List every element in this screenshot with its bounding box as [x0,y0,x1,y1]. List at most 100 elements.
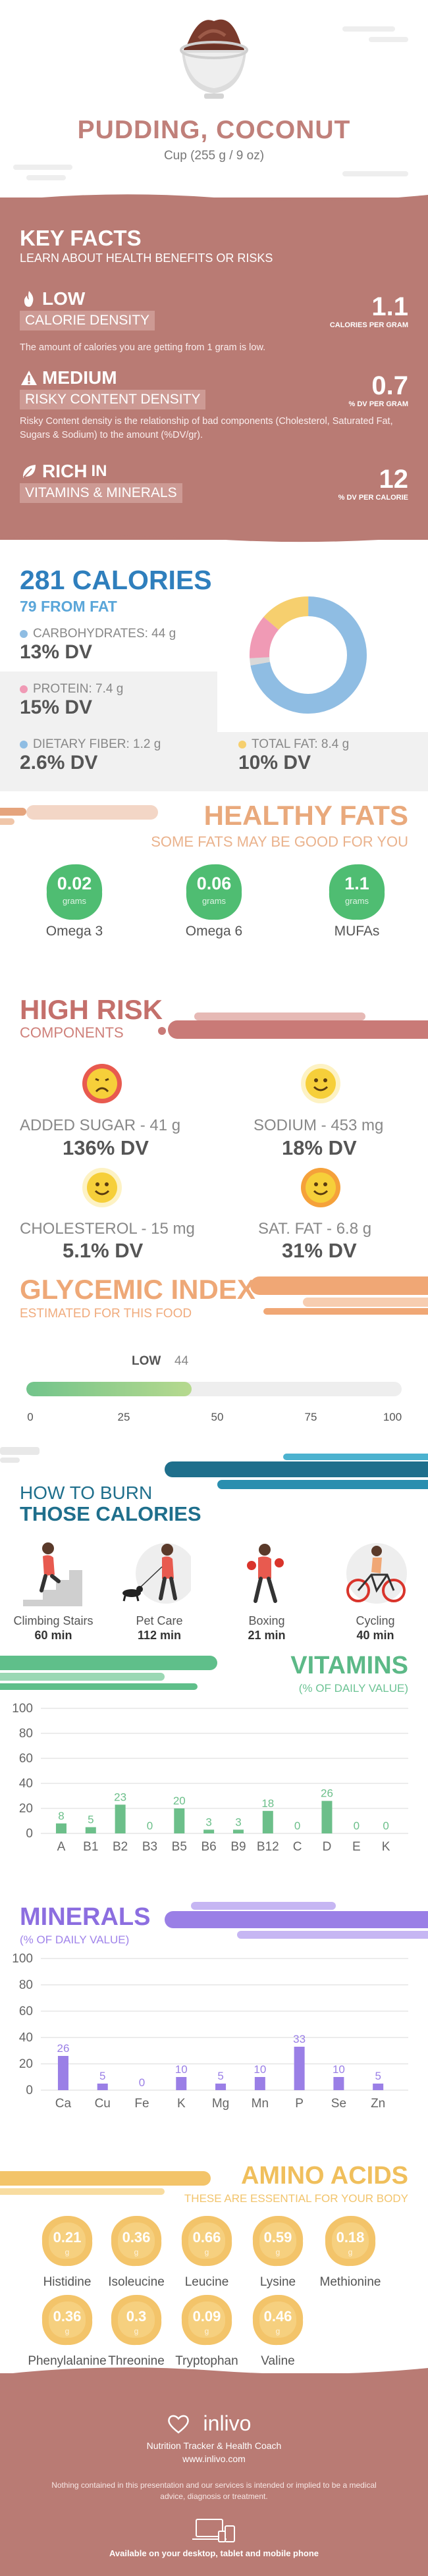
amino-name: Valine [261,2354,295,2368]
footer-available: Available on your desktop, tablet and mo… [109,2548,319,2558]
key-fact-label: VITAMINS & MINERALS [20,483,182,503]
bar-value-label: 5 [99,2070,105,2082]
glycemic-level: LOW [132,1354,161,1368]
fat-bubble [186,864,242,920]
bar-D [321,1801,333,1833]
vitamins-title: VITAMINS [290,1652,408,1679]
happy-face-icon [301,1064,340,1103]
high-risk-title: HIGH RISK [20,994,163,1025]
boxer-icon [247,1544,284,1603]
y-tick-label: 100 [12,1952,33,1966]
legend-dot [238,741,246,749]
bar-value-label: 23 [114,1791,126,1803]
footer-url[interactable]: www.inlivo.com [182,2454,246,2464]
bar-B2 [115,1804,126,1833]
amino-value: 0.18 [336,2229,365,2246]
amino-unit: g [134,2326,139,2336]
healthy-fats-subtitle: SOME FATS MAY BE GOOD FOR YOU [151,833,408,850]
x-tick-label: Fe [134,2097,149,2111]
footer-disclaimer: Nothing contained in this presentation a… [51,2481,377,2501]
amino-name: Phenylalanine [28,2354,107,2368]
footer: inlivo Nutrition Tracker & Health Coach … [0,2367,428,2576]
key-fact-description: The amount of calories you are getting f… [20,342,266,353]
nutrient-total-fat: TOTAL FAT: 8.4 g 10% DV [238,737,349,774]
x-tick-label: K [177,2097,186,2111]
amino-name: Threonine [108,2354,165,2368]
donut-slice-fat [250,596,367,714]
key-fact-description: Risky Content density is the relationshi… [20,416,393,440]
bar-Ca [57,2056,68,2090]
key-fact-level: RICH [42,461,88,481]
x-tick-label: B9 [230,1840,246,1854]
bar-Zn [373,2084,384,2090]
glycemic-bar [26,1382,402,1396]
food-title: PUDDING, COCONUT [77,116,351,144]
key-facts-subtitle: LEARN ABOUT HEALTH BENEFITS OR RISKS [20,251,273,265]
amino-title: AMINO ACIDS [240,2162,408,2190]
amino-value: 0.21 [53,2229,82,2246]
fat-value: 1.1 [344,874,369,893]
amino-name: Histidine [43,2275,92,2289]
x-tick-label: E [352,1840,361,1854]
glycemic-tick: 100 [383,1411,402,1423]
amino-value: 0.3 [126,2308,147,2325]
devices-icon [192,2519,235,2542]
x-tick-label: B3 [142,1840,157,1854]
bar-value-label: 5 [217,2070,223,2082]
burn-title-line1: HOW TO BURN [20,1483,153,1503]
bar-B5 [174,1808,185,1833]
key-fact-unit: % DV PER CALORIE [338,494,408,502]
nutrient-protein: PROTEIN: 7.4 g 15% DV [20,682,123,719]
key-fact-label: RISKY CONTENT DENSITY [20,390,206,409]
nutrient-dv: 10% DV [238,752,311,774]
fat-value: 0.02 [57,874,92,893]
x-tick-label: B12 [257,1840,279,1854]
calories-from-fat: 79 FROM FAT [20,598,117,615]
bar-value-label: 3 [205,1816,211,1828]
bar-Mn [254,2077,265,2090]
amino-subtitle: THESE ARE ESSENTIAL FOR YOUR BODY [184,2192,408,2205]
footer-tagline: Nutrition Tracker & Health Coach [146,2440,282,2451]
nutrient-label: PROTEIN: 7.4 g [33,682,124,696]
cyclist-icon [346,1543,407,1604]
x-tick-label: A [57,1840,66,1854]
fat-bubble [46,864,103,920]
glycemic-tick: 75 [304,1411,317,1423]
x-tick-label: B1 [83,1840,98,1854]
bar-value-label: 0 [354,1820,360,1832]
bar-value-label: 20 [173,1795,186,1807]
heart-logo-icon [168,2415,189,2434]
amino-bubble [179,2213,234,2269]
warning-icon [21,371,37,385]
x-tick-label: Mn [252,2097,269,2111]
amino-unit: g [65,2247,70,2257]
activity-name: Boxing [248,1614,285,1627]
bar-B12 [262,1810,273,1833]
bar-value-label: 3 [235,1816,241,1828]
key-fact-unit: CALORIES PER GRAM [329,321,408,329]
risk-label: CHOLESTEROL - 15 mg [20,1220,195,1238]
nutrient-label: CARBOHYDRATES: 44 g [33,627,176,641]
risk-dv: 5.1% DV [63,1239,144,1262]
amino-value: 0.46 [263,2308,292,2325]
nutrient-dv: 2.6% DV [20,752,98,774]
y-tick-label: 80 [19,1727,33,1741]
amino-name: Tryptophan [175,2354,238,2368]
y-tick-label: 80 [19,1978,33,1992]
bar-value-label: 0 [383,1820,388,1832]
sad-face-icon [82,1064,122,1103]
macronutrient-donut-chart [250,596,367,714]
y-tick-label: 20 [19,2057,33,2071]
x-tick-label: B6 [201,1840,217,1854]
amino-bubble [179,2292,234,2348]
leaf-icon [22,465,36,478]
calories-title: 281 CALORIES [20,565,212,595]
bar-B1 [85,1827,96,1833]
risk-label: ADDED SUGAR - 41 g [20,1117,181,1134]
y-tick-label: 20 [19,1802,33,1816]
bar-P [294,2047,305,2090]
fat-bubble [329,864,385,920]
minerals-section: MINERALS (% OF DAILY VALUE) 0 20 40 60 80 100… [0,1902,428,2156]
vitamins-section: VITAMINS (% OF DAILY VALUE) 0 20 40 60 80 100… [0,1652,428,1906]
y-tick-label: 40 [19,1777,33,1791]
